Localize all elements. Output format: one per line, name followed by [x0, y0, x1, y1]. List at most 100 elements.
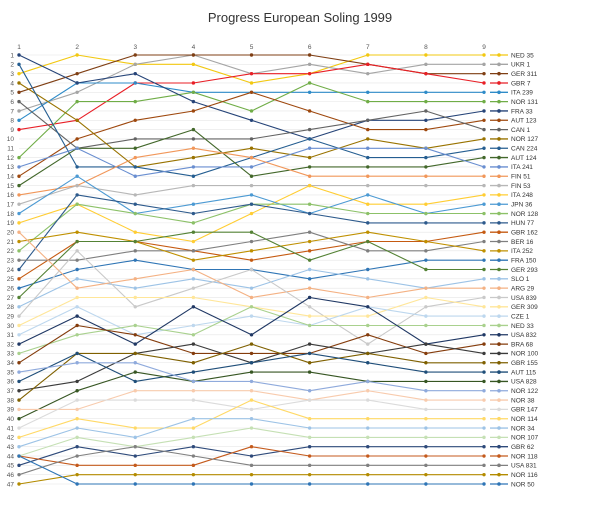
data-point	[366, 165, 370, 169]
y-tick-label: 6	[10, 99, 14, 106]
legend-marker	[497, 379, 501, 384]
series-line	[18, 352, 484, 382]
data-point	[133, 323, 137, 328]
data-point	[133, 379, 137, 384]
legend-marker	[497, 53, 501, 57]
data-point	[249, 165, 254, 169]
data-point	[424, 454, 428, 458]
data-point	[424, 53, 428, 57]
series-line	[18, 231, 485, 261]
data-point	[191, 202, 196, 206]
data-point	[75, 333, 79, 337]
data-point	[249, 202, 254, 206]
x-tick-label: 6	[308, 44, 312, 51]
data-point	[424, 305, 428, 309]
data-point	[17, 277, 21, 281]
data-point	[133, 277, 137, 281]
data-point	[17, 435, 21, 440]
data-point	[249, 109, 254, 113]
legend-label: JPN 36	[511, 202, 533, 209]
data-point	[17, 183, 21, 188]
legend-label: GER 311	[511, 71, 538, 78]
legend-label: GER 309	[511, 304, 538, 311]
data-point	[307, 230, 312, 234]
legend-marker	[497, 90, 501, 95]
series-line	[18, 147, 485, 177]
series-line	[18, 101, 485, 149]
legend-label: FRA 150	[511, 257, 537, 264]
data-point	[191, 361, 196, 365]
data-point	[482, 99, 486, 104]
data-point	[191, 155, 196, 160]
data-point	[17, 472, 21, 477]
data-point	[307, 258, 312, 262]
data-point	[133, 389, 137, 393]
data-point	[307, 314, 312, 318]
data-point	[482, 90, 486, 95]
data-point	[133, 342, 137, 346]
data-point	[366, 314, 370, 318]
legend-label: BRA 68	[511, 341, 533, 348]
data-point	[17, 286, 21, 290]
data-point	[482, 62, 486, 67]
data-point	[17, 71, 21, 76]
data-point	[307, 389, 312, 393]
data-point	[482, 211, 486, 216]
legend-marker	[497, 295, 501, 300]
data-point	[17, 81, 21, 85]
y-tick-label: 13	[7, 164, 15, 171]
data-point	[249, 249, 254, 253]
data-point	[482, 239, 486, 244]
series-line	[18, 371, 484, 420]
data-point	[366, 62, 370, 67]
data-point	[424, 472, 428, 477]
data-point	[249, 342, 254, 346]
legend-marker	[497, 416, 501, 421]
data-point	[424, 211, 428, 216]
legend-label: USA 839	[511, 295, 537, 302]
data-point	[17, 295, 21, 300]
data-point	[366, 482, 370, 486]
data-point	[424, 62, 428, 67]
legend-marker	[497, 81, 501, 85]
data-point	[307, 351, 312, 356]
y-tick-label: 5	[10, 90, 14, 97]
y-tick-label: 36	[7, 379, 15, 386]
data-point	[17, 426, 21, 430]
data-point	[75, 482, 79, 486]
data-point	[482, 155, 486, 160]
data-point	[424, 417, 428, 421]
data-point	[366, 249, 370, 253]
y-tick-label: 20	[7, 229, 15, 236]
data-point	[482, 417, 486, 421]
data-point	[133, 426, 137, 430]
data-point	[17, 62, 21, 67]
data-point	[75, 417, 79, 421]
data-point	[482, 277, 486, 281]
data-point	[249, 183, 254, 188]
data-point	[249, 407, 254, 412]
y-tick-label: 27	[7, 295, 15, 302]
data-point	[191, 230, 196, 234]
data-point	[482, 267, 486, 272]
data-point	[249, 444, 254, 449]
legend-label: ITA 248	[511, 192, 533, 199]
data-point	[307, 435, 312, 440]
legend-label: BER 16	[511, 239, 534, 246]
y-tick-label: 16	[7, 192, 15, 199]
legend-marker	[497, 211, 501, 216]
data-point	[17, 323, 21, 328]
data-point	[424, 435, 428, 440]
legend-marker	[497, 193, 501, 197]
series-points	[17, 53, 486, 486]
data-point	[424, 183, 428, 188]
y-tick-label: 8	[10, 118, 14, 125]
data-point	[482, 230, 486, 234]
y-tick-label: 7	[10, 108, 14, 115]
legend-label: CAN 224	[511, 146, 538, 153]
data-point	[366, 333, 370, 337]
data-point	[75, 435, 79, 440]
data-point	[424, 267, 428, 272]
data-point	[17, 249, 21, 253]
